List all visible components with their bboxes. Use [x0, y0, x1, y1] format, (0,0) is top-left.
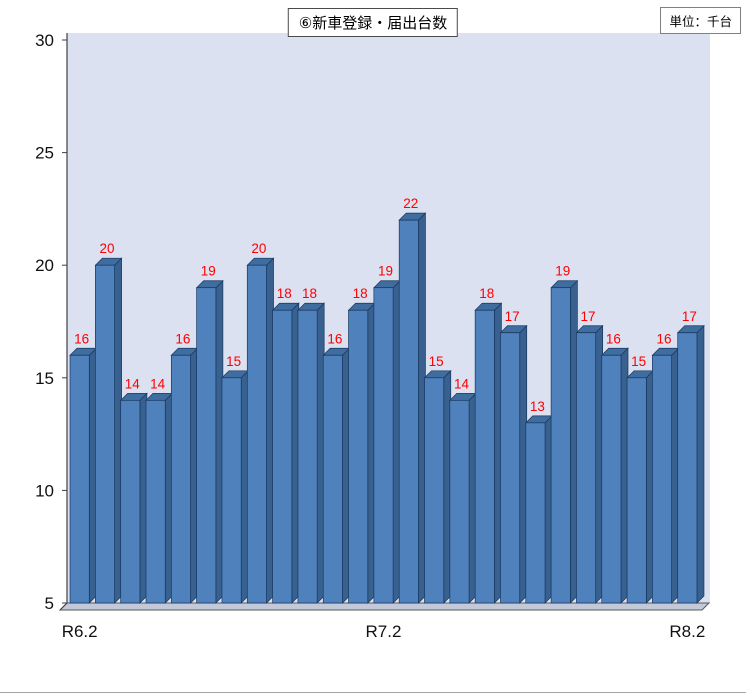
bar: [424, 377, 445, 604]
y-tick-label: 25: [35, 144, 54, 163]
bar: [525, 422, 546, 604]
y-tick-label: 15: [35, 369, 54, 388]
unit-label: 単位：千台: [660, 7, 741, 34]
bar-value-label: 16: [74, 331, 89, 346]
y-tick-label: 20: [35, 256, 54, 275]
bar-value-label: 19: [378, 264, 393, 279]
bar-value-label: 18: [277, 286, 292, 301]
bar-value-label: 20: [251, 241, 266, 256]
bar: [120, 399, 141, 604]
bar-value-label: 20: [99, 241, 114, 256]
bar: [550, 287, 571, 604]
axis-corner-line: [59, 602, 68, 611]
bar-value-label: 14: [454, 376, 470, 391]
bar-value-label: 17: [581, 309, 596, 324]
y-tick-label: 5: [45, 594, 54, 613]
bar: [677, 332, 698, 604]
bar-value-label: 17: [682, 309, 697, 324]
bar: [474, 309, 495, 604]
bar: [576, 332, 597, 604]
bar-value-label: 16: [606, 331, 621, 346]
x-tick-label: R8.2: [669, 622, 705, 641]
bar-value-label: 14: [125, 376, 141, 391]
bar-value-label: 16: [657, 331, 672, 346]
bar: [348, 309, 369, 604]
bar: [69, 354, 90, 604]
bar: [373, 287, 394, 604]
bar: [221, 377, 242, 604]
bar-value-label: 14: [150, 376, 166, 391]
bar-side-face: [696, 324, 705, 604]
chart-title: ⑥新車登録・届出台数: [287, 8, 459, 37]
bar-value-label: 15: [226, 354, 241, 369]
bar: [626, 377, 647, 604]
bar: [601, 354, 622, 604]
bar-value-label: 19: [201, 264, 216, 279]
chart-floor: [58, 602, 711, 611]
bar: [398, 219, 419, 604]
bar: [322, 354, 343, 604]
bar: [196, 287, 217, 604]
bar: [95, 264, 115, 604]
bar: [652, 354, 672, 604]
bar: [297, 309, 318, 604]
bar-value-label: 17: [505, 309, 520, 324]
x-tick-label: R6.2: [62, 622, 98, 641]
bar: [500, 332, 521, 604]
bar-value-label: 16: [175, 331, 190, 346]
bar-value-label: 16: [327, 331, 342, 346]
bar: [170, 354, 191, 604]
x-tick-label: R7.2: [366, 622, 402, 641]
bar: [272, 309, 293, 604]
y-tick-label: 10: [35, 481, 54, 500]
bar-value-label: 18: [302, 286, 317, 301]
bar: [246, 264, 267, 604]
bar-value-label: 19: [555, 264, 570, 279]
bar: [145, 399, 166, 604]
bar-value-label: 13: [530, 399, 545, 414]
y-tick-label: 30: [35, 31, 54, 50]
bar: [449, 399, 470, 604]
bar-value-label: 15: [429, 354, 444, 369]
bar-value-label: 18: [353, 286, 368, 301]
bar-value-label: 15: [631, 354, 646, 369]
bar-value-label: 22: [403, 196, 418, 211]
bar-value-label: 18: [479, 286, 494, 301]
